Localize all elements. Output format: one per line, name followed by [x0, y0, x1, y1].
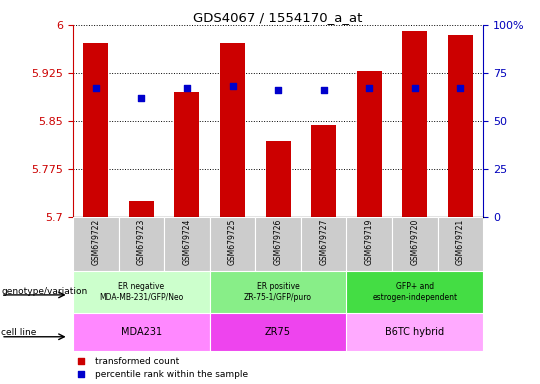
Point	[274, 87, 282, 93]
Text: GSM679720: GSM679720	[410, 218, 420, 265]
Text: GSM679721: GSM679721	[456, 218, 465, 265]
Text: GSM679723: GSM679723	[137, 218, 146, 265]
Point	[319, 87, 328, 93]
Point	[137, 95, 146, 101]
Title: GDS4067 / 1554170_a_at: GDS4067 / 1554170_a_at	[193, 11, 363, 24]
Bar	[357, 71, 382, 217]
Text: GSM679724: GSM679724	[183, 218, 191, 265]
Text: ER positive
ZR-75-1/GFP/puro: ER positive ZR-75-1/GFP/puro	[244, 282, 312, 302]
Bar	[210, 217, 255, 271]
Text: B6TC hybrid: B6TC hybrid	[386, 327, 444, 337]
Bar	[347, 217, 392, 271]
Text: GFP+ and
estrogen-independent: GFP+ and estrogen-independent	[373, 282, 457, 302]
Bar	[301, 217, 347, 271]
Bar	[129, 201, 154, 217]
Bar	[392, 217, 438, 271]
Bar	[438, 217, 483, 271]
Text: transformed count: transformed count	[96, 357, 180, 366]
Bar	[73, 313, 210, 351]
Bar	[174, 92, 199, 217]
Text: GSM679722: GSM679722	[91, 218, 100, 265]
Text: GSM679727: GSM679727	[319, 218, 328, 265]
Text: GSM679719: GSM679719	[365, 218, 374, 265]
Text: cell line: cell line	[1, 328, 37, 338]
Text: ER negative
MDA-MB-231/GFP/Neo: ER negative MDA-MB-231/GFP/Neo	[99, 282, 184, 302]
Text: GSM679726: GSM679726	[274, 218, 282, 265]
Bar	[210, 271, 347, 313]
Bar	[266, 141, 291, 217]
Point	[228, 83, 237, 89]
Bar	[164, 217, 210, 271]
Bar	[347, 271, 483, 313]
Bar	[83, 43, 108, 217]
Text: percentile rank within the sample: percentile rank within the sample	[96, 369, 248, 379]
Bar	[402, 31, 428, 217]
Bar	[347, 313, 483, 351]
Point	[77, 371, 85, 377]
Point	[91, 85, 100, 91]
Point	[365, 85, 374, 91]
Text: MDA231: MDA231	[121, 327, 162, 337]
Bar	[220, 43, 245, 217]
Text: genotype/variation: genotype/variation	[1, 286, 87, 296]
Point	[183, 85, 191, 91]
Bar	[255, 217, 301, 271]
Bar	[210, 313, 347, 351]
Point	[77, 358, 85, 364]
Bar	[73, 217, 118, 271]
Text: ZR75: ZR75	[265, 327, 291, 337]
Bar	[311, 126, 336, 217]
Text: GSM679725: GSM679725	[228, 218, 237, 265]
Point	[456, 85, 465, 91]
Point	[410, 85, 419, 91]
Bar	[448, 35, 473, 217]
Bar	[73, 271, 210, 313]
Bar	[118, 217, 164, 271]
